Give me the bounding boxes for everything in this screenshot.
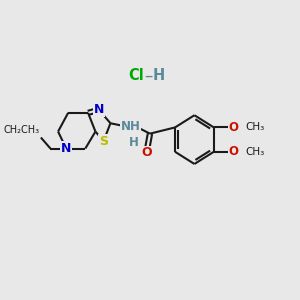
Text: CH₂CH₃: CH₂CH₃ (3, 125, 40, 135)
Text: O: O (228, 145, 239, 158)
Text: –: – (144, 67, 152, 85)
Text: O: O (228, 121, 239, 134)
Text: O: O (141, 146, 152, 160)
Text: CH₃: CH₃ (245, 122, 265, 132)
Text: N: N (94, 103, 104, 116)
Text: H: H (129, 136, 139, 149)
Text: N: N (61, 142, 71, 155)
Text: S: S (99, 135, 108, 148)
Text: Cl: Cl (128, 68, 144, 83)
Text: CH₃: CH₃ (245, 147, 265, 157)
Text: H: H (153, 68, 165, 83)
Text: NH: NH (121, 120, 141, 133)
